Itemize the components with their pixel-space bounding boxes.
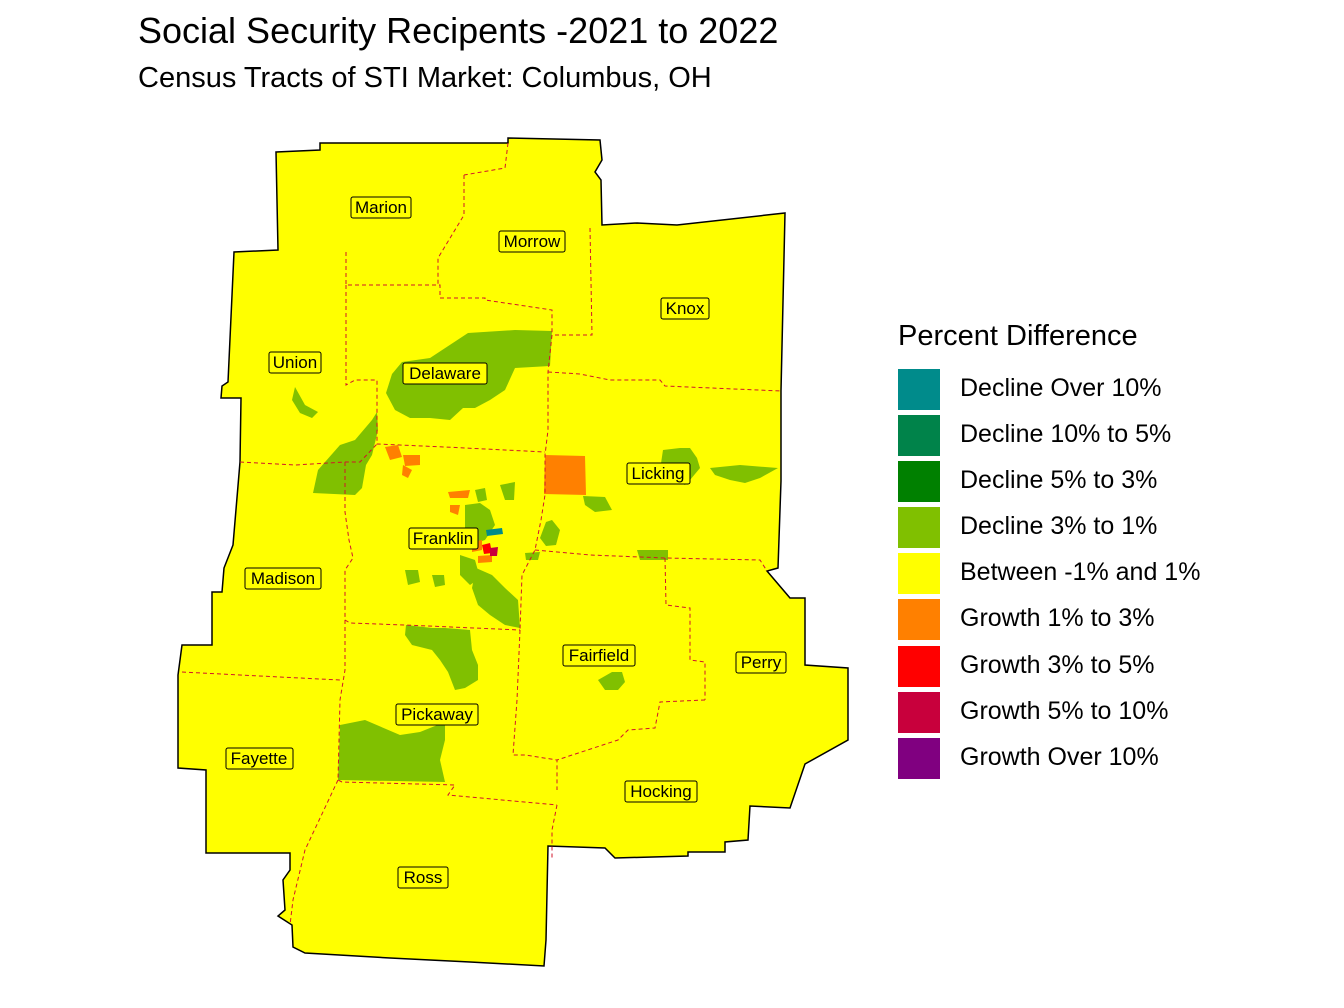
county-label-perry: Perry <box>735 651 787 674</box>
legend-item-decline-over-10: Decline Over 10% <box>898 365 1161 411</box>
county-label-marion: Marion <box>350 196 412 219</box>
tract-group-growth-3-to-10 <box>482 543 498 556</box>
legend-item-decline-5-to-3: Decline 5% to 3% <box>898 457 1157 503</box>
legend-item-decline-3-to-1: Decline 3% to 1% <box>898 503 1157 549</box>
legend-item-growth-over-10: Growth Over 10% <box>898 734 1159 780</box>
legend-swatch <box>898 737 940 779</box>
svg-text:Perry: Perry <box>741 653 782 672</box>
county-labels: Marion Morrow Knox Union Delaware Lickin… <box>225 196 787 889</box>
svg-text:Pickaway: Pickaway <box>401 705 473 724</box>
legend-swatch <box>898 461 940 503</box>
legend-item-between: Between -1% and 1% <box>898 549 1200 595</box>
county-label-pickaway: Pickaway <box>395 703 479 726</box>
legend-label: Decline Over 10% <box>960 374 1162 402</box>
legend-swatch <box>898 369 940 410</box>
map-subtitle: Census Tracts of STI Market: Columbus, O… <box>138 62 712 94</box>
county-label-fairfield: Fairfield <box>562 644 636 667</box>
legend-label: Decline 10% to 5% <box>960 420 1172 449</box>
svg-text:Madison: Madison <box>251 569 315 588</box>
svg-text:Hocking: Hocking <box>630 782 691 801</box>
svg-text:Licking: Licking <box>632 464 685 483</box>
county-label-madison: Madison <box>244 567 322 590</box>
legend-label: Between -1% and 1% <box>960 558 1201 587</box>
county-label-hocking: Hocking <box>624 780 698 803</box>
tract-group-growth-1-to-3 <box>385 445 586 563</box>
legend-swatch <box>898 599 940 641</box>
svg-text:Marion: Marion <box>355 198 407 217</box>
market-area <box>177 137 849 967</box>
legend: Percent Difference Decline Over 10% Decl… <box>898 320 1200 780</box>
svg-text:Ross: Ross <box>404 868 443 887</box>
county-label-knox: Knox <box>660 297 710 320</box>
legend-swatch <box>898 553 940 595</box>
legend-item-decline-10-to-5: Decline 10% to 5% <box>898 411 1171 457</box>
county-label-franklin: Franklin <box>408 527 479 550</box>
county-label-ross: Ross <box>397 866 449 889</box>
legend-label: Growth 3% to 5% <box>960 650 1155 679</box>
legend-swatch <box>898 415 940 457</box>
legend-title: Percent Difference <box>898 320 1138 352</box>
legend-swatch <box>898 691 940 733</box>
svg-text:Franklin: Franklin <box>413 529 473 548</box>
county-label-morrow: Morrow <box>498 230 566 253</box>
legend-label: Decline 3% to 1% <box>960 512 1158 541</box>
legend-swatch <box>898 507 940 549</box>
legend-item-growth-5-to-10: Growth 5% to 10% <box>898 688 1168 734</box>
county-label-delaware: Delaware <box>402 362 488 385</box>
county-label-fayette: Fayette <box>225 747 294 770</box>
svg-text:Delaware: Delaware <box>409 364 481 383</box>
legend-label: Growth 5% to 10% <box>960 696 1169 725</box>
svg-text:Union: Union <box>273 353 317 372</box>
county-borders <box>181 142 782 926</box>
svg-text:Knox: Knox <box>666 299 705 318</box>
legend-label: Growth 1% to 3% <box>960 604 1155 633</box>
svg-text:Fayette: Fayette <box>231 749 288 768</box>
legend-swatch <box>898 645 940 687</box>
legend-item-growth-1-to-3: Growth 1% to 3% <box>898 595 1155 641</box>
map-title: Social Security Recipents -2021 to 2022 <box>138 10 779 51</box>
county-label-licking: Licking <box>626 462 691 485</box>
svg-text:Fairfield: Fairfield <box>569 646 629 665</box>
legend-label: Decline 5% to 3% <box>960 466 1158 495</box>
svg-text:Morrow: Morrow <box>504 232 561 251</box>
legend-item-growth-3-to-5: Growth 3% to 5% <box>898 642 1155 688</box>
legend-label: Growth Over 10% <box>960 742 1159 771</box>
county-label-union: Union <box>268 351 322 374</box>
